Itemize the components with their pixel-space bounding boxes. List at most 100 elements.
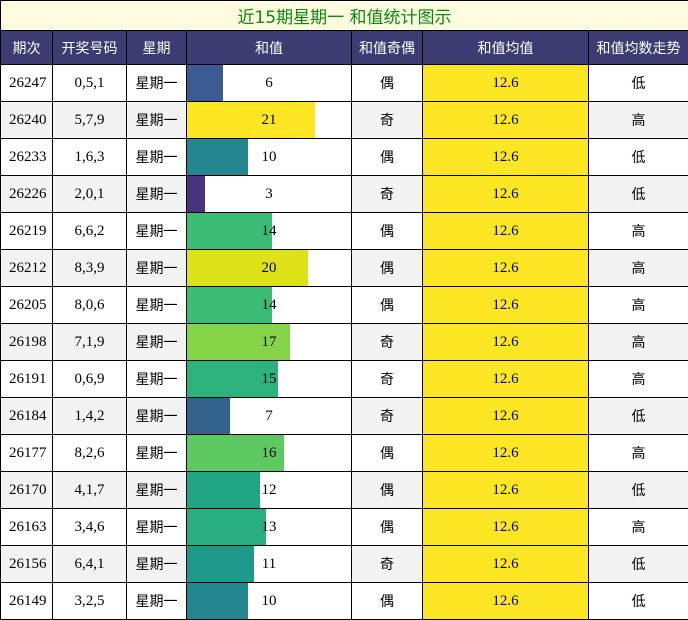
cell-trend: 高 (589, 287, 688, 324)
cell-sum: 13 (187, 509, 352, 546)
cell-trend: 高 (589, 361, 688, 398)
cell-weekday: 星期一 (127, 583, 187, 620)
cell-average: 12.6 (423, 361, 589, 398)
cell-parity: 偶 (352, 213, 423, 250)
sum-value: 16 (262, 445, 277, 461)
cell-weekday: 星期一 (127, 176, 187, 213)
cell-sum: 12 (187, 472, 352, 509)
cell-parity: 奇 (352, 398, 423, 435)
cell-weekday: 星期一 (127, 435, 187, 472)
cell-average: 12.6 (423, 435, 589, 472)
sum-bar (187, 472, 260, 508)
cell-average: 12.6 (423, 287, 589, 324)
cell-trend: 低 (589, 65, 688, 102)
sum-value: 12 (262, 482, 277, 498)
cell-period: 26149 (1, 583, 53, 620)
cell-sum: 21 (187, 102, 352, 139)
sum-value: 14 (262, 223, 277, 239)
cell-numbers: 8,3,9 (53, 250, 127, 287)
sum-value: 14 (262, 297, 277, 313)
cell-numbers: 0,5,1 (53, 65, 127, 102)
sum-bar (187, 65, 223, 101)
cell-numbers: 8,2,6 (53, 435, 127, 472)
sum-bar (187, 102, 315, 138)
cell-sum: 3 (187, 176, 352, 213)
cell-period: 26226 (1, 176, 53, 213)
cell-period: 26205 (1, 287, 53, 324)
cell-sum: 16 (187, 435, 352, 472)
sum-value: 15 (262, 371, 277, 387)
cell-sum: 11 (187, 546, 352, 583)
cell-parity: 奇 (352, 546, 423, 583)
cell-average: 12.6 (423, 139, 589, 176)
header-trend: 和值均数走势 (589, 31, 688, 65)
header-weekday: 星期 (127, 31, 187, 65)
cell-weekday: 星期一 (127, 287, 187, 324)
cell-numbers: 7,1,9 (53, 324, 127, 361)
cell-parity: 偶 (352, 139, 423, 176)
cell-weekday: 星期一 (127, 139, 187, 176)
cell-period: 26177 (1, 435, 53, 472)
cell-trend: 高 (589, 213, 688, 250)
sum-value: 17 (262, 334, 277, 350)
sum-bar (187, 398, 230, 434)
sum-value: 21 (262, 112, 277, 128)
cell-sum: 7 (187, 398, 352, 435)
cell-parity: 奇 (352, 176, 423, 213)
cell-trend: 低 (589, 583, 688, 620)
cell-average: 12.6 (423, 472, 589, 509)
cell-parity: 偶 (352, 583, 423, 620)
cell-sum: 10 (187, 583, 352, 620)
cell-trend: 低 (589, 176, 688, 213)
cell-average: 12.6 (423, 102, 589, 139)
cell-period: 26156 (1, 546, 53, 583)
cell-average: 12.6 (423, 250, 589, 287)
cell-sum: 14 (187, 287, 352, 324)
cell-trend: 高 (589, 435, 688, 472)
cell-weekday: 星期一 (127, 398, 187, 435)
cell-parity: 偶 (352, 435, 423, 472)
cell-average: 12.6 (423, 176, 589, 213)
cell-period: 26240 (1, 102, 53, 139)
cell-trend: 高 (589, 250, 688, 287)
cell-parity: 奇 (352, 361, 423, 398)
header-numbers: 开奖号码 (53, 31, 127, 65)
cell-parity: 偶 (352, 509, 423, 546)
sum-bar (187, 176, 205, 212)
cell-weekday: 星期一 (127, 361, 187, 398)
cell-period: 26170 (1, 472, 53, 509)
sum-bar (187, 213, 272, 249)
cell-sum: 15 (187, 361, 352, 398)
cell-numbers: 3,4,6 (53, 509, 127, 546)
cell-average: 12.6 (423, 398, 589, 435)
cell-trend: 低 (589, 472, 688, 509)
sum-value: 6 (265, 75, 273, 91)
cell-weekday: 星期一 (127, 546, 187, 583)
cell-average: 12.6 (423, 324, 589, 361)
cell-parity: 奇 (352, 324, 423, 361)
sum-value: 10 (262, 593, 277, 609)
cell-sum: 6 (187, 65, 352, 102)
sum-bar (187, 509, 266, 545)
cell-average: 12.6 (423, 65, 589, 102)
cell-sum: 14 (187, 213, 352, 250)
cell-numbers: 6,4,1 (53, 546, 127, 583)
sum-bar (187, 139, 248, 175)
cell-trend: 高 (589, 324, 688, 361)
cell-sum: 20 (187, 250, 352, 287)
cell-sum: 17 (187, 324, 352, 361)
sum-value: 10 (262, 149, 277, 165)
cell-period: 26198 (1, 324, 53, 361)
cell-numbers: 6,6,2 (53, 213, 127, 250)
cell-period: 26212 (1, 250, 53, 287)
cell-period: 26247 (1, 65, 53, 102)
